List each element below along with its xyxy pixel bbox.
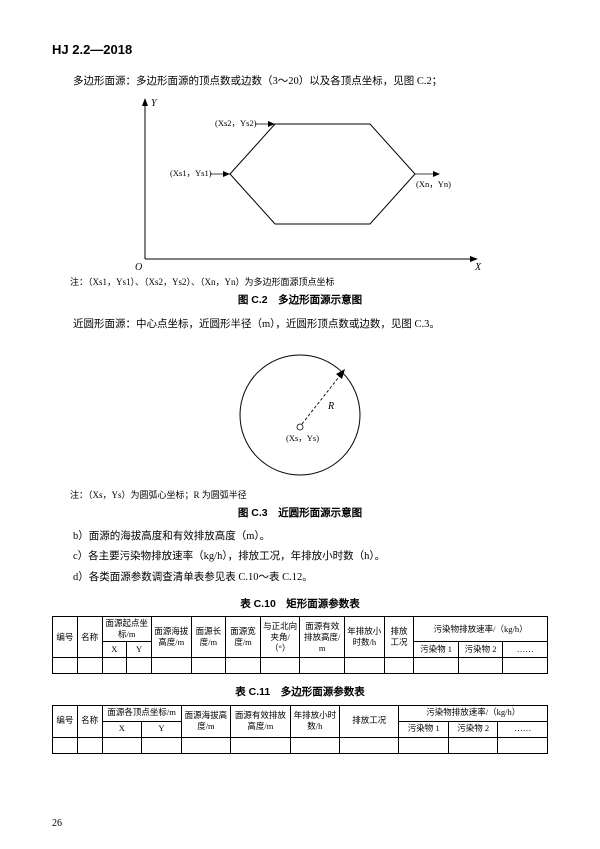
th: 污染物 2 — [448, 721, 498, 737]
radius-label: R — [327, 401, 334, 412]
table-c10: 编号 名称 面源起点坐标/m 面源海拔高度/m 面源长度/m 面源宽度/m 与正… — [52, 616, 548, 674]
th: 污染物 1 — [399, 721, 449, 737]
th: 面源海拔高度/m — [152, 617, 192, 658]
th: 排放工况 — [340, 705, 399, 737]
list-item-d: d）各类面源参数调查清单表参见表 C.10～表 C.12。 — [52, 570, 548, 586]
th: 排放工况 — [384, 617, 414, 658]
th: 污染物排放速率/（kg/h） — [399, 705, 548, 721]
vertex-2-label: (Xs2，Ys2) — [215, 118, 257, 128]
th: X — [102, 721, 142, 737]
th: 面源有效排放高度/m — [231, 705, 290, 737]
doc-header: HJ 2.2—2018 — [52, 40, 548, 60]
x-axis-label: X — [474, 262, 482, 273]
th: 面源宽度/m — [226, 617, 261, 658]
th: 污染物 2 — [458, 642, 503, 658]
vertex-n-label: (Xn，Yn) — [416, 179, 451, 189]
th: 污染物 1 — [414, 642, 459, 658]
figure-c3-note: 注：（Xs，Ys）为圆弧心坐标；R 为圆弧半径 — [70, 489, 548, 503]
th: 污染物排放速率/（kg/h） — [414, 617, 548, 642]
th: 名称 — [77, 617, 102, 658]
paragraph-polygon: 多边形面源：多边形面源的顶点数或边数（3～20）以及各顶点坐标，见图 C.2； — [52, 74, 548, 90]
th: 编号 — [53, 617, 78, 658]
list-item-c: c）各主要污染物排放速率（kg/h），排放工况，年排放小时数（h）。 — [52, 549, 548, 565]
th: 面源起点坐标/m — [102, 617, 152, 642]
th: …… — [503, 642, 548, 658]
vertex-1-label: (Xs1，Ys1) — [170, 168, 212, 178]
origin-label: O — [135, 262, 142, 273]
th: 面源海拔高度/m — [181, 705, 231, 737]
th: 与正北向夹角/（°） — [260, 617, 300, 658]
table-c11-caption: 表 C.11 多边形面源参数表 — [52, 684, 548, 700]
page-number: 26 — [52, 816, 62, 832]
th: Y — [142, 721, 182, 737]
th: 面源有效排放高度/m — [300, 617, 345, 658]
figure-c2-note: 注：（Xs1，Ys1）、（Xs2，Ys2）、（Xn，Yn）为多边形面源顶点坐标 — [70, 276, 548, 290]
list-item-b: b）面源的海拔高度和有效排放高度（m）。 — [52, 529, 548, 545]
th: 面源长度/m — [191, 617, 226, 658]
y-axis-label: Y — [151, 98, 158, 109]
th: …… — [498, 721, 548, 737]
table-row — [53, 658, 548, 674]
th: 编号 — [53, 705, 78, 737]
th: 面源各顶点坐标/m — [102, 705, 181, 721]
center-label: (Xs，Ys) — [286, 433, 319, 443]
figure-c2: Y X O (Xs1，Ys1) (Xs2，Ys2) (Xn，Yn) — [52, 94, 548, 274]
paragraph-circle: 近圆形面源：中心点坐标，近圆形半径（m），近圆形顶点数或边数，见图 C.3。 — [52, 317, 548, 333]
th: Y — [127, 642, 152, 658]
table-c10-caption: 表 C.10 矩形面源参数表 — [52, 596, 548, 612]
th: 名称 — [77, 705, 102, 737]
figure-c3-caption: 图 C.3 近圆形面源示意图 — [52, 505, 548, 521]
figure-c3: R (Xs，Ys) — [52, 337, 548, 487]
table-row — [53, 737, 548, 753]
table-c11: 编号 名称 面源各顶点坐标/m 面源海拔高度/m 面源有效排放高度/m 年排放小… — [52, 705, 548, 754]
th: 年排放小时数/h — [345, 617, 385, 658]
th: X — [102, 642, 127, 658]
th: 年排放小时数/h — [290, 705, 340, 737]
figure-c2-caption: 图 C.2 多边形面源示意图 — [52, 292, 548, 308]
